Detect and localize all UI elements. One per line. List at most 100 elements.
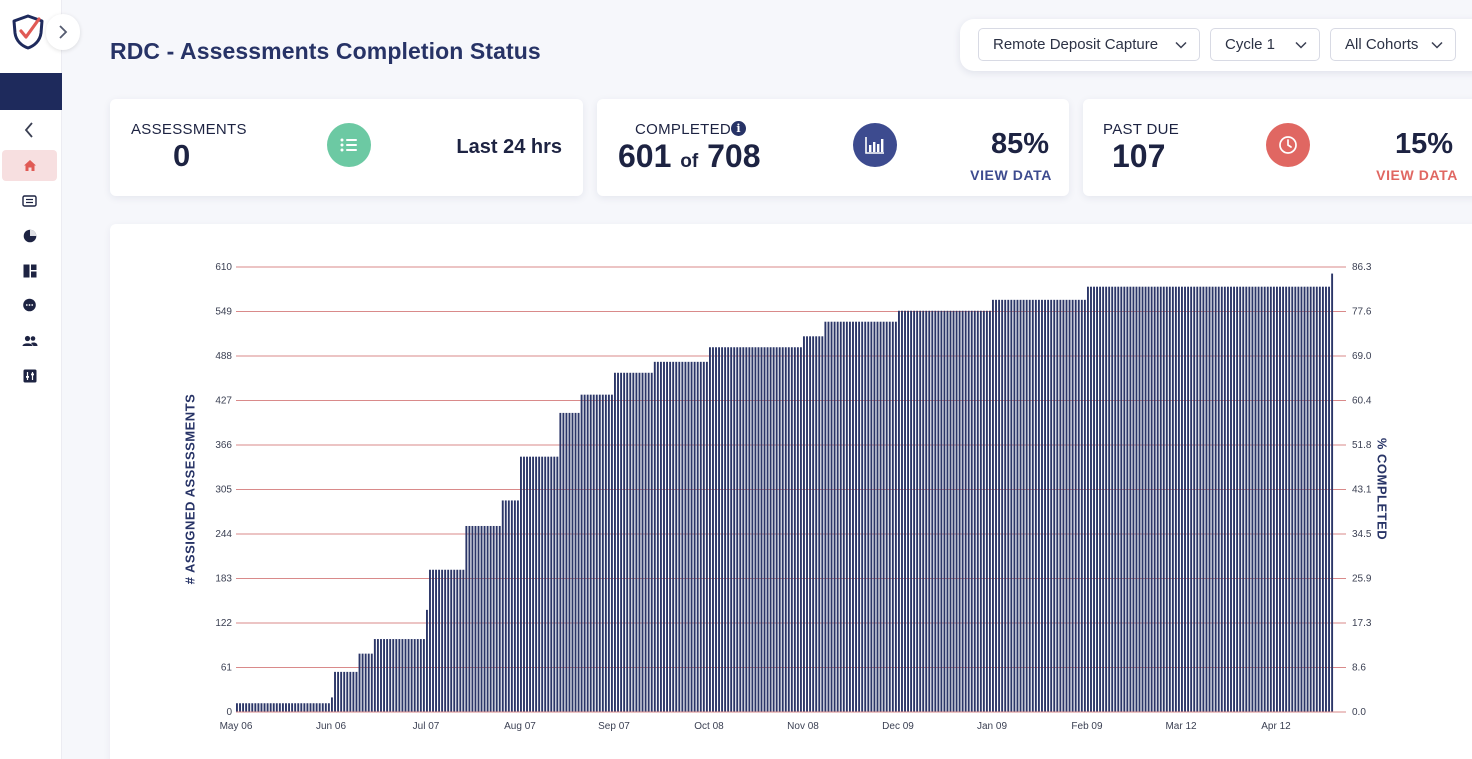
- daily-bar: [976, 310, 979, 712]
- daily-bar: [910, 310, 913, 712]
- daily-bar: [626, 372, 629, 712]
- daily-bar: [315, 703, 318, 712]
- daily-bar: [632, 372, 635, 712]
- cohort-dropdown[interactable]: All Cohorts: [1330, 28, 1456, 61]
- daily-bar: [441, 569, 444, 712]
- daily-bar: [312, 703, 315, 712]
- x-tick-label: Dec 09: [882, 721, 914, 732]
- daily-bar: [1294, 286, 1297, 712]
- daily-bar: [547, 456, 550, 712]
- y2-tick-label: 34.5: [1352, 529, 1372, 540]
- daily-bar: [242, 703, 245, 712]
- daily-bar: [604, 394, 607, 712]
- y-tick-label: 610: [215, 262, 232, 273]
- daily-bar: [435, 569, 437, 712]
- daily-bar: [1102, 286, 1105, 712]
- daily-bar: [450, 569, 453, 712]
- product-dropdown[interactable]: Remote Deposit Capture: [978, 28, 1200, 61]
- daily-bar: [297, 703, 300, 712]
- daily-bar: [882, 321, 885, 712]
- daily-bar: [501, 500, 504, 712]
- daily-bar: [724, 347, 727, 712]
- daily-bar: [799, 347, 802, 712]
- daily-bar: [559, 412, 562, 712]
- daily-bar: [1074, 299, 1077, 712]
- daily-bar: [745, 347, 748, 712]
- filter-bar: Remote Deposit Capture Cycle 1 All Cohor…: [960, 19, 1472, 71]
- y-tick-label: 427: [215, 396, 232, 407]
- daily-bar: [532, 456, 535, 712]
- y2-tick-label: 51.8: [1352, 440, 1372, 451]
- chat-icon: [23, 298, 36, 312]
- sidebar-item-messages[interactable]: [2, 290, 57, 321]
- y-tick-label: 122: [215, 618, 232, 629]
- daily-bar: [459, 569, 462, 712]
- chevron-down-icon: [1431, 41, 1443, 49]
- daily-bar: [401, 639, 404, 712]
- daily-bar: [595, 394, 598, 712]
- daily-bar: [913, 310, 916, 712]
- daily-bar: [663, 361, 665, 712]
- list-icon: [327, 123, 371, 167]
- daily-bar: [465, 525, 468, 712]
- daily-bar: [583, 394, 586, 712]
- daily-bar: [1282, 286, 1285, 712]
- sidebar-item-settings[interactable]: [2, 360, 57, 391]
- daily-bar: [568, 412, 571, 712]
- daily-bar: [1090, 286, 1092, 712]
- daily-bar: [916, 310, 919, 712]
- daily-bar: [492, 525, 495, 712]
- daily-bar: [821, 336, 824, 712]
- y2-tick-label: 0.0: [1352, 707, 1366, 718]
- daily-bar: [432, 569, 434, 712]
- past-due-card: PAST DUE 107 15% VIEW DATA: [1083, 99, 1472, 196]
- daily-bar: [1177, 286, 1180, 712]
- expand-sidebar-button[interactable]: [46, 14, 80, 50]
- daily-bar: [858, 321, 861, 712]
- x-tick-label: Oct 08: [694, 721, 724, 732]
- daily-bar: [934, 310, 937, 712]
- daily-bar: [556, 456, 559, 712]
- daily-bar: [937, 310, 940, 712]
- cycle-dropdown-value: Cycle 1: [1225, 36, 1276, 53]
- daily-bar: [361, 653, 364, 712]
- sidebar-item-reports[interactable]: [2, 220, 57, 251]
- daily-bar: [852, 321, 854, 712]
- daily-bar: [1300, 286, 1303, 712]
- daily-bar: [1315, 286, 1318, 712]
- daily-bar: [666, 361, 668, 712]
- daily-bar: [1150, 286, 1153, 712]
- daily-bar: [426, 609, 428, 712]
- daily-bar: [1328, 286, 1330, 712]
- sidebar-item-list[interactable]: [2, 185, 57, 216]
- daily-bar: [1174, 286, 1177, 712]
- home-icon: [23, 160, 36, 171]
- daily-bar: [1001, 299, 1004, 712]
- past-due-view-data-link[interactable]: VIEW DATA: [1376, 167, 1458, 183]
- info-icon[interactable]: i: [731, 121, 746, 136]
- daily-bar: [236, 703, 238, 712]
- y2-tick-label: 60.4: [1352, 396, 1372, 407]
- daily-bar: [867, 321, 870, 712]
- assessments-card: ASSESSMENTS 0 Last 24 hrs: [110, 99, 583, 196]
- daily-bar: [855, 321, 857, 712]
- cycle-dropdown[interactable]: Cycle 1: [1210, 28, 1320, 61]
- sidebar-item-dashboard[interactable]: [2, 255, 57, 286]
- daily-bar: [757, 347, 760, 712]
- daily-bar: [1205, 286, 1208, 712]
- past-due-label: PAST DUE: [1103, 121, 1180, 138]
- daily-bar: [1147, 286, 1150, 712]
- users-icon: [22, 335, 37, 346]
- daily-bar: [973, 310, 976, 712]
- completed-view-data-link[interactable]: VIEW DATA: [970, 167, 1052, 183]
- daily-bar: [1226, 286, 1229, 712]
- daily-bar: [495, 525, 498, 712]
- sidebar-item-home[interactable]: [2, 150, 57, 181]
- sidebar-item-users[interactable]: [2, 325, 57, 356]
- shield-check-logo[interactable]: [10, 13, 46, 51]
- daily-bar: [894, 321, 897, 712]
- daily-bar: [248, 703, 251, 712]
- collapse-sidebar-button[interactable]: [18, 120, 40, 140]
- daily-bar: [931, 310, 934, 712]
- daily-bar: [614, 372, 616, 712]
